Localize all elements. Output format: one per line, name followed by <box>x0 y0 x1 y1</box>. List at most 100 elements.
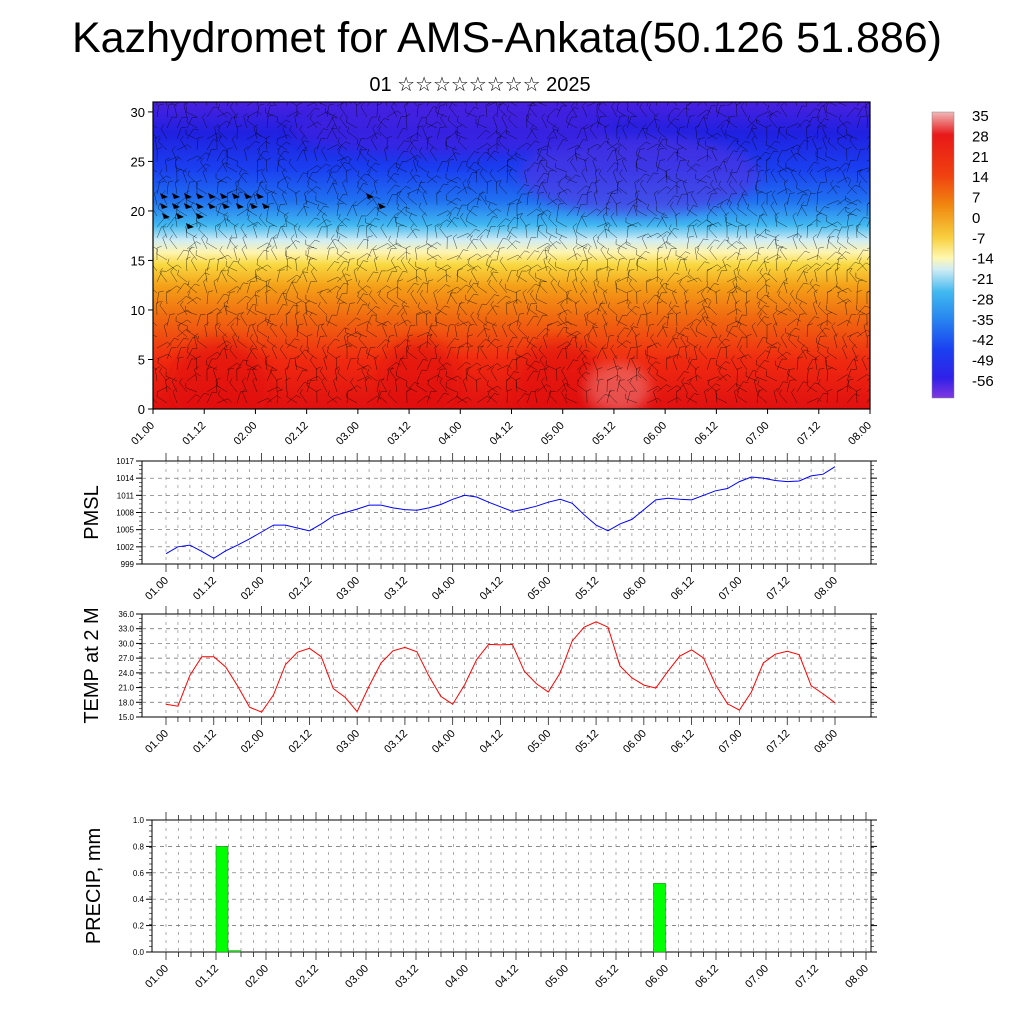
wind-barb-feather <box>543 256 548 260</box>
wind-barb <box>279 327 288 338</box>
wind-barb-feather <box>457 176 462 181</box>
wind-barb <box>295 314 298 327</box>
wind-barb-feather <box>819 368 825 370</box>
wind-barb <box>386 173 395 184</box>
wind-barb <box>858 261 868 272</box>
wind-barb-feather <box>494 305 500 308</box>
wind-barb <box>436 161 443 173</box>
wind-barb-feather <box>797 148 800 154</box>
wind-barb <box>186 283 196 294</box>
wind-barb-feather <box>472 172 478 174</box>
wind-barb-feather <box>827 236 831 241</box>
wind-barb <box>667 119 678 129</box>
wind-barb-feather <box>808 367 814 370</box>
wind-barb <box>286 102 288 107</box>
wind-barb-feather <box>692 205 699 207</box>
wind-barb <box>560 304 568 316</box>
wind-barb <box>376 285 387 294</box>
wind-barb <box>416 369 423 382</box>
wind-barb <box>716 374 728 382</box>
wind-barb-feather <box>731 355 735 360</box>
wind-barb <box>229 239 238 250</box>
wind-barb-feather <box>356 138 359 144</box>
wind-barb <box>227 274 238 283</box>
wind-barb <box>735 105 738 118</box>
wind-barb <box>636 102 639 107</box>
wind-barb-feather <box>261 168 266 173</box>
wind-barb <box>317 208 328 217</box>
wind-barb <box>226 286 238 294</box>
wind-barb <box>336 273 346 283</box>
wind-barb <box>526 283 536 294</box>
wind-barb-feather <box>234 113 239 117</box>
wind-barb-feather <box>175 201 181 205</box>
wind-barb <box>396 339 406 349</box>
wind-barb-feather <box>827 389 833 392</box>
wind-barb-feather <box>519 212 524 218</box>
wind-barb <box>756 294 766 305</box>
wind-barb <box>336 231 348 239</box>
wind-barb-feather <box>156 391 159 397</box>
wind-barb-feather <box>617 247 620 253</box>
wind-barb-feather <box>756 157 762 161</box>
wind-barb-feather <box>554 129 560 132</box>
wind-barb <box>708 306 718 316</box>
wind-barb-feather <box>281 168 286 173</box>
wind-barb-feather <box>613 355 618 359</box>
wind-barb-feather <box>196 179 202 183</box>
wind-barb-feather <box>436 190 442 194</box>
wind-barb-feather <box>633 326 639 328</box>
wind-barb <box>528 273 538 283</box>
wind-barb <box>226 149 229 162</box>
wind-barb <box>536 384 547 393</box>
wind-barb <box>625 222 638 228</box>
x-tick-label: 01.00 <box>143 575 171 603</box>
wind-barb-feather <box>507 364 512 369</box>
wind-barb-feather <box>219 246 223 251</box>
wind-barb <box>604 127 608 140</box>
wind-barb <box>264 358 268 371</box>
wind-barb-feather <box>624 327 630 330</box>
wind-barb <box>606 150 613 162</box>
wind-barb-feather <box>578 367 582 373</box>
wind-barb <box>687 164 698 173</box>
wind-barb-feather <box>438 356 442 362</box>
wind-barb <box>756 122 768 129</box>
wind-barb <box>706 206 715 217</box>
wind-barb-feather <box>492 113 498 117</box>
wind-barb <box>469 239 478 250</box>
wind-barb-feather <box>852 359 859 361</box>
wind-barb-feather <box>410 289 414 294</box>
wind-barb <box>176 329 187 338</box>
wind-barb <box>516 250 525 261</box>
wind-barb-feather <box>386 292 389 298</box>
wind-barb-feather <box>512 337 518 339</box>
wind-barb <box>766 347 771 360</box>
wind-barb <box>476 347 480 360</box>
wind-barb <box>347 131 358 140</box>
wind-barb <box>394 347 398 360</box>
wind-barb-feather <box>223 293 229 296</box>
wind-barb <box>772 314 778 327</box>
wind-barb <box>823 105 828 118</box>
wind-barb <box>436 210 448 217</box>
wind-barb-feather <box>282 304 288 306</box>
wind-barb-feather <box>277 386 282 391</box>
wind-barb-feather <box>847 319 852 324</box>
wind-barb-feather <box>236 286 242 290</box>
wind-barb <box>836 121 848 129</box>
wind-barb <box>376 243 388 250</box>
wind-barb-feather <box>379 93 384 94</box>
wind-barb <box>676 160 681 173</box>
wind-barb <box>826 102 830 107</box>
wind-barb <box>317 102 328 107</box>
wind-barb <box>391 106 398 118</box>
wind-barb <box>546 198 558 206</box>
wind-barb <box>706 187 718 195</box>
wind-barb <box>546 321 559 327</box>
wind-barb <box>745 102 748 107</box>
wind-barb-feather <box>459 346 465 348</box>
wind-barb-feather <box>257 148 261 154</box>
wind-barb <box>266 386 278 393</box>
wind-barb <box>446 138 448 151</box>
